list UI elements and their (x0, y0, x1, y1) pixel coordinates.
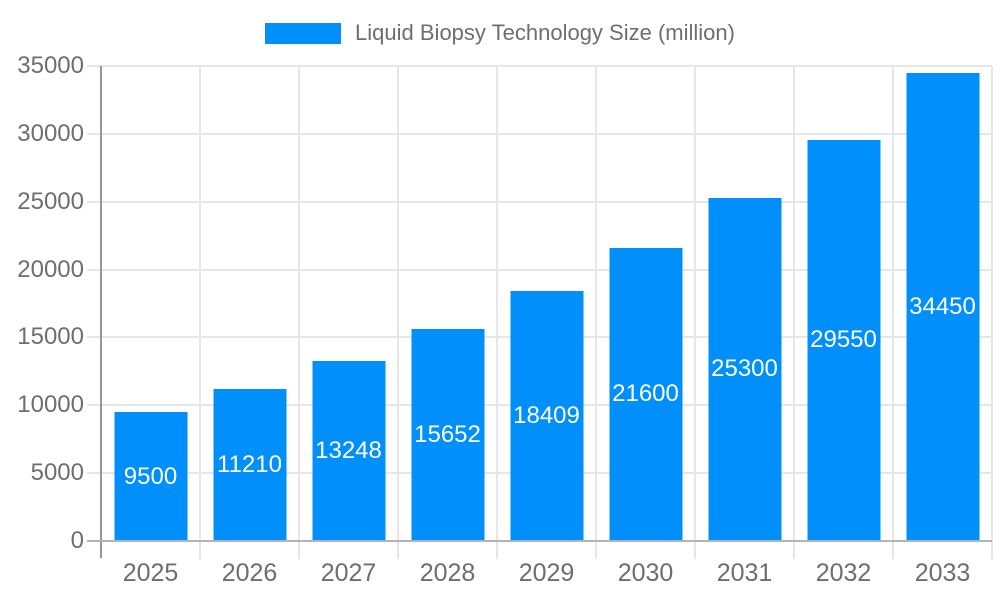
bar-column-2033: 34450 (893, 66, 992, 541)
h-gridline-25000 (87, 200, 992, 203)
h-gridline-20000 (87, 268, 992, 271)
x-axis-label-2028: 2028 (419, 559, 476, 587)
x-axis-label-2030: 2030 (617, 559, 674, 587)
bar-value-label-2025: 9500 (123, 462, 178, 490)
y-axis-label-20000: 20000 (17, 255, 84, 283)
v-gridline-8 (892, 66, 894, 559)
bar-2027[interactable]: 13248 (312, 361, 385, 541)
bar-value-label-2031: 25300 (711, 355, 778, 383)
bar-value-label-2032: 29550 (810, 326, 877, 354)
y-axis-label-10000: 10000 (17, 391, 84, 419)
bar-2031[interactable]: 25300 (708, 197, 781, 541)
bar-column-2029: 18409 (497, 66, 596, 541)
bar-value-label-2033: 34450 (909, 293, 976, 321)
y-axis-labels: 0 5000 10000 15000 20000 25000 30000 35000 (0, 54, 84, 553)
v-gridline-4 (496, 66, 498, 559)
bar-2025[interactable]: 9500 (114, 412, 187, 541)
x-axis-label-2033: 2033 (914, 559, 971, 587)
bar-column-2028: 15652 (398, 66, 497, 541)
h-gridline-30000 (87, 132, 992, 135)
y-axis-label-5000: 5000 (30, 459, 84, 487)
y-axis-label-25000: 25000 (17, 187, 84, 215)
bar-column-2031: 25300 (695, 66, 794, 541)
bar-value-label-2028: 15652 (414, 420, 481, 448)
v-gridline-7 (793, 66, 795, 559)
x-axis-label-2027: 2027 (320, 559, 377, 587)
bar-column-2032: 29550 (794, 66, 893, 541)
y-axis-label-35000: 35000 (17, 52, 84, 79)
bar-series: 9500 11210 13248 15652 18409 21600 25300 29550 3… (101, 66, 992, 541)
bar-value-label-2027: 13248 (315, 437, 382, 465)
x-axis-labels: 2025 2026 2027 2028 2029 2030 2031 2032 2033 (101, 559, 992, 588)
bar-column-2027: 13248 (299, 66, 398, 541)
y-axis-label-30000: 30000 (17, 119, 84, 147)
legend-label: Liquid Biopsy Technology Size (million) (355, 20, 735, 45)
y-axis-label-0: 0 (70, 527, 84, 554)
v-gridline-3 (396, 66, 399, 559)
x-axis-label-2026: 2026 (221, 559, 278, 587)
bar-value-label-2026: 11210 (217, 450, 282, 478)
x-axis-label-2029: 2029 (518, 559, 575, 587)
y-axis-line (100, 66, 102, 558)
x-axis-label-2025: 2025 (122, 559, 179, 587)
bar-column-2025: 9500 (101, 66, 200, 541)
v-gridline-9 (991, 66, 993, 559)
plot-area: 9500 11210 13248 15652 18409 21600 25300 29550 3… (87, 65, 993, 559)
bar-2033[interactable]: 34450 (906, 73, 979, 541)
bar-2032[interactable]: 29550 (807, 139, 880, 541)
bar-2026[interactable]: 11210 (213, 388, 286, 541)
chart-legend[interactable]: Liquid Biopsy Technology Size (million) (0, 20, 1000, 46)
v-gridline-1 (199, 66, 201, 559)
legend-marker (265, 22, 342, 44)
x-axis-line (87, 540, 992, 542)
v-gridline-2 (298, 66, 300, 559)
bar-value-label-2029: 18409 (513, 402, 580, 430)
x-axis-label-2032: 2032 (815, 559, 872, 587)
bar-column-2026: 11210 (200, 66, 299, 541)
bar-column-2030: 21600 (596, 66, 695, 541)
x-axis-label-2031: 2031 (716, 559, 773, 587)
bar-value-label-2030: 21600 (612, 380, 679, 408)
bar-2028[interactable]: 15652 (411, 328, 484, 541)
y-axis-label-15000: 15000 (17, 323, 84, 351)
h-gridline-35000 (87, 65, 992, 67)
bar-2029[interactable]: 18409 (510, 291, 583, 541)
v-gridline-6 (693, 66, 696, 559)
bar-2030[interactable]: 21600 (609, 247, 682, 541)
v-gridline-5 (595, 66, 597, 559)
